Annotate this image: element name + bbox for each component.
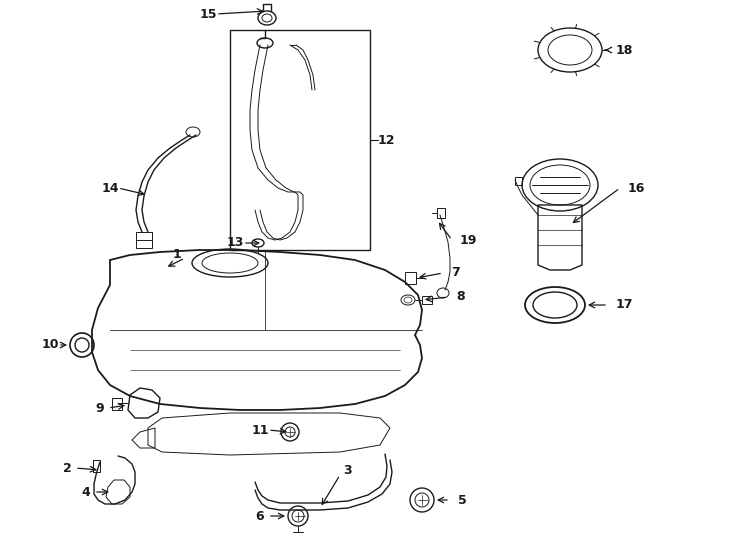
Text: 19: 19 xyxy=(460,233,477,246)
Text: 7: 7 xyxy=(451,267,459,280)
Text: 17: 17 xyxy=(616,299,633,312)
Text: 15: 15 xyxy=(199,8,217,21)
Text: 8: 8 xyxy=(456,291,465,303)
Text: 6: 6 xyxy=(255,510,264,523)
Text: 3: 3 xyxy=(344,464,352,477)
Text: 9: 9 xyxy=(95,402,104,415)
Text: 13: 13 xyxy=(226,237,244,249)
Text: 2: 2 xyxy=(62,462,71,475)
Text: 10: 10 xyxy=(41,339,59,352)
Text: 11: 11 xyxy=(251,423,269,436)
Text: 18: 18 xyxy=(616,44,633,57)
Text: 16: 16 xyxy=(628,181,645,194)
Text: 1: 1 xyxy=(172,247,181,260)
Text: 5: 5 xyxy=(458,494,467,507)
Bar xyxy=(230,30,370,250)
Text: 14: 14 xyxy=(101,181,119,194)
Text: 4: 4 xyxy=(81,485,90,498)
Text: 12: 12 xyxy=(378,133,396,146)
